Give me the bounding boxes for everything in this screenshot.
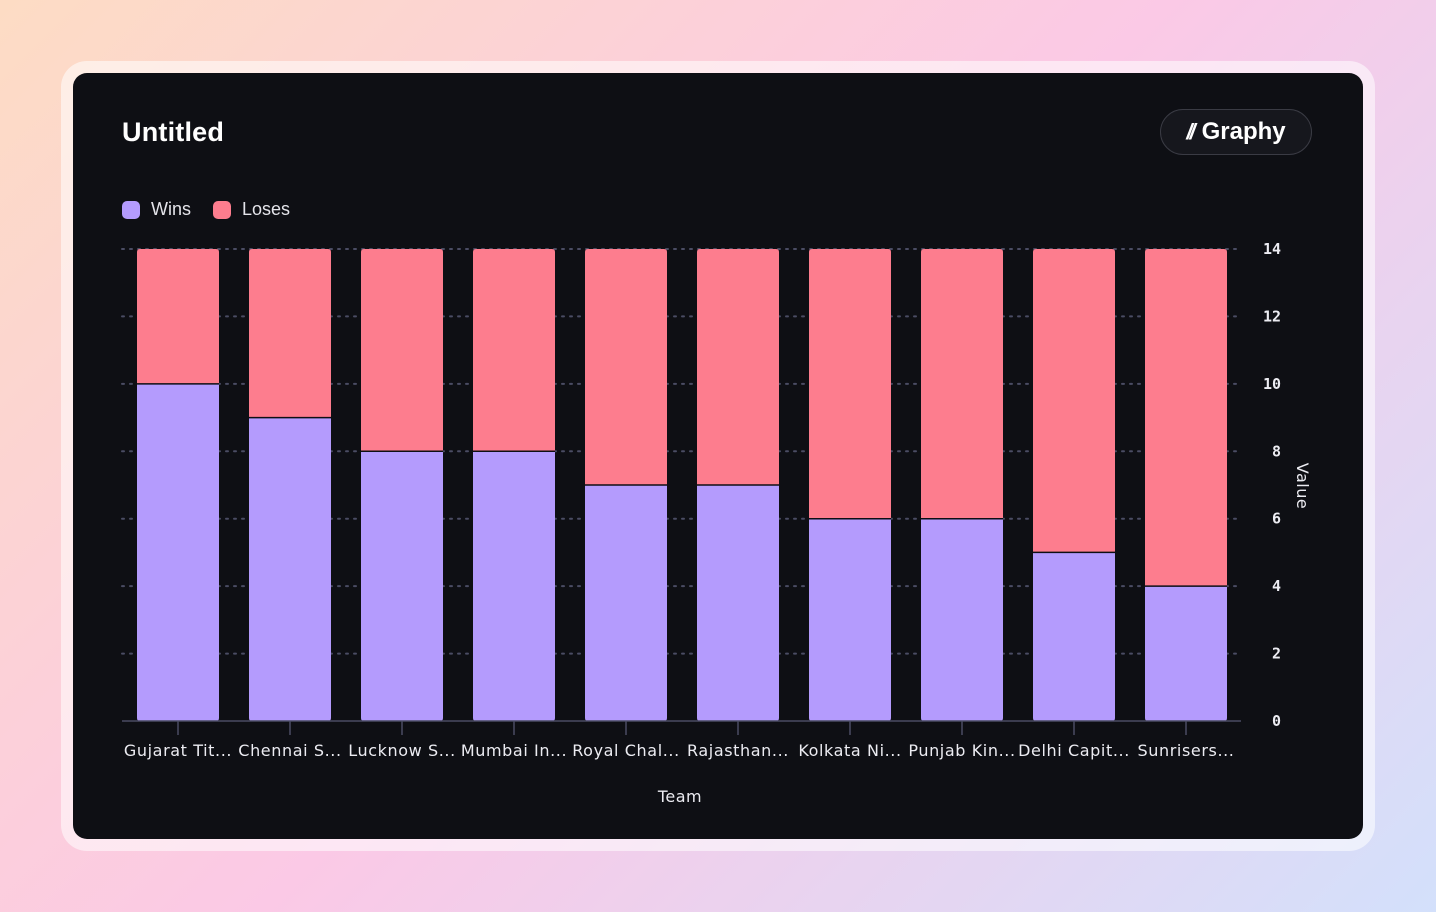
bar-wins	[249, 417, 331, 721]
bar-loses	[361, 249, 443, 452]
x-tick-label: Rajasthan...	[687, 741, 789, 760]
legend-item-loses[interactable]: Loses	[213, 199, 290, 220]
legend-swatch-loses	[213, 200, 231, 219]
y-tick-label: 4	[1272, 577, 1281, 595]
bar-wins	[1033, 552, 1115, 721]
y-tick-label: 0	[1272, 712, 1281, 730]
x-tick-label: Delhi Capit...	[1018, 741, 1130, 760]
y-tick-label: 12	[1263, 307, 1281, 325]
bar-loses	[137, 249, 219, 384]
x-axis-title: Team	[657, 787, 702, 806]
x-tick-label: Mumbai In...	[461, 741, 567, 760]
bar-loses	[809, 249, 891, 519]
legend-label-loses: Loses	[242, 199, 291, 219]
bar-loses	[1033, 249, 1115, 553]
bar-loses	[585, 249, 667, 485]
y-tick-label: 2	[1272, 645, 1281, 663]
x-tick-label: Sunrisers...	[1137, 741, 1234, 760]
x-tick-label: Gujarat Tit...	[124, 741, 232, 760]
bar-loses	[1145, 249, 1227, 587]
graphy-mark-icon: //	[1186, 119, 1195, 144]
x-tick-label: Chennai S...	[238, 741, 341, 760]
chart-legend: Wins Loses	[122, 199, 290, 220]
y-tick-label: 14	[1263, 240, 1281, 258]
bar-wins	[473, 451, 555, 721]
y-axis-title: Value	[1293, 463, 1312, 509]
bar-loses	[921, 249, 1003, 519]
bar-wins	[1145, 586, 1227, 721]
graphy-brand-name: Graphy	[1201, 118, 1286, 145]
y-tick-label: 6	[1272, 510, 1281, 528]
y-tick-label: 8	[1272, 442, 1281, 460]
legend-swatch-wins	[122, 200, 140, 219]
bar-loses	[473, 249, 555, 452]
x-tick-label: Punjab Kin...	[908, 741, 1015, 760]
legend-item-wins[interactable]: Wins	[122, 199, 191, 220]
x-tick-label: Royal Chal...	[572, 741, 680, 760]
x-tick-label: Kolkata Ni...	[798, 741, 901, 760]
bar-wins	[137, 383, 219, 721]
bar-wins	[697, 485, 779, 721]
graphy-logo[interactable]: // Graphy	[1160, 109, 1312, 155]
x-tick-label: Lucknow S...	[348, 741, 456, 760]
y-tick-label: 10	[1263, 375, 1281, 393]
legend-label-wins: Wins	[151, 199, 191, 219]
bar-loses	[697, 249, 779, 485]
bar-wins	[361, 451, 443, 721]
chart-title: Untitled	[122, 117, 225, 147]
bar-wins	[921, 518, 1003, 721]
bar-wins	[809, 518, 891, 721]
bar-loses	[249, 249, 331, 418]
bar-wins	[585, 485, 667, 721]
